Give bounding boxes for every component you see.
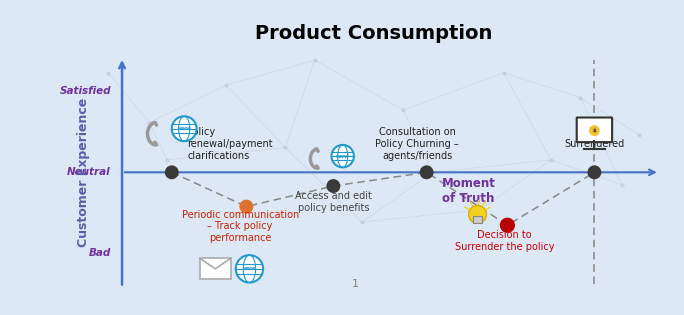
Text: Moment
of Truth: Moment of Truth	[442, 177, 496, 205]
Text: www: www	[336, 154, 350, 159]
Text: 1: 1	[352, 279, 358, 289]
Text: Consultation on
Policy Churning –
agents/friends: Consultation on Policy Churning – agents…	[376, 128, 459, 161]
Text: www: www	[243, 266, 256, 271]
FancyBboxPatch shape	[200, 258, 231, 279]
Circle shape	[469, 205, 486, 223]
Circle shape	[236, 255, 263, 283]
Title: Product Consumption: Product Consumption	[255, 25, 492, 43]
Circle shape	[590, 126, 599, 135]
Text: Decision to
Surrender the policy: Decision to Surrender the policy	[455, 230, 554, 252]
FancyBboxPatch shape	[577, 117, 612, 142]
Circle shape	[172, 116, 196, 141]
Text: Periodic communication
– Track policy
performance: Periodic communication – Track policy pe…	[181, 210, 299, 243]
Text: Policy
Surrendered: Policy Surrendered	[564, 128, 624, 149]
Text: www: www	[177, 126, 191, 131]
Point	[328, 184, 339, 189]
Circle shape	[332, 145, 354, 167]
Text: Customer Experience: Customer Experience	[77, 98, 90, 247]
Point	[589, 170, 600, 175]
Text: Neutral: Neutral	[67, 167, 111, 177]
Point	[502, 223, 513, 228]
Text: Access and edit
policy benefits: Access and edit policy benefits	[295, 191, 372, 213]
Point	[421, 170, 432, 175]
Point	[241, 204, 252, 209]
Point	[166, 170, 177, 175]
Text: Policy
renewal/payment
clarifications: Policy renewal/payment clarifications	[187, 128, 273, 161]
Text: Satisfied: Satisfied	[60, 86, 111, 96]
Text: $: $	[592, 128, 596, 133]
FancyBboxPatch shape	[473, 216, 482, 223]
Text: Bad: Bad	[89, 248, 111, 258]
